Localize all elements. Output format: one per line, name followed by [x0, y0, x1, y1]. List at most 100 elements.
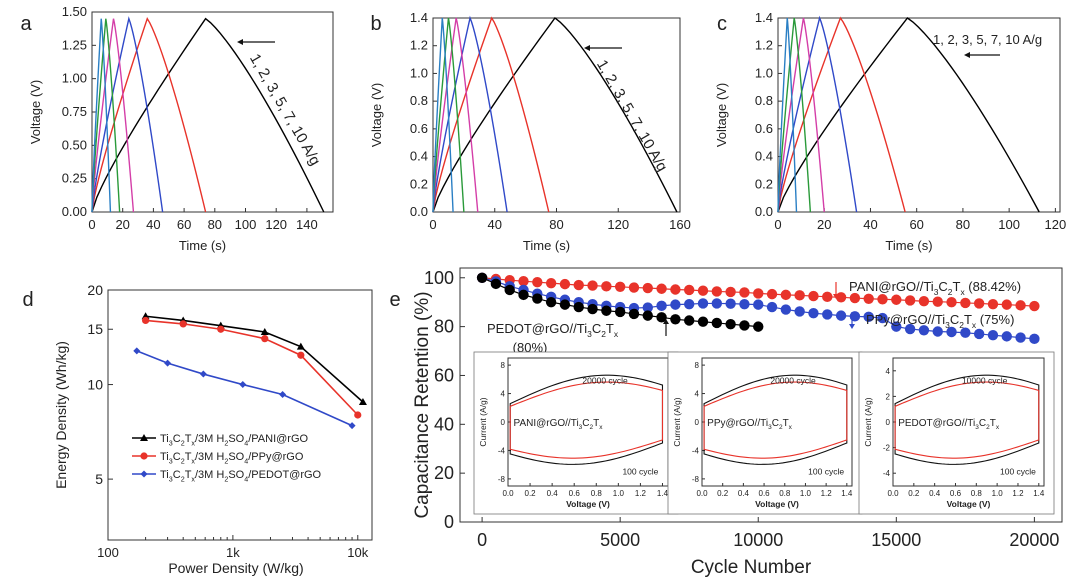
subscript: 3: [587, 329, 592, 339]
x-tick-label: 10k: [347, 545, 368, 560]
data-point: [141, 316, 150, 325]
subscript: x: [789, 424, 793, 431]
label-part: SO: [228, 451, 244, 463]
data-point: [808, 290, 819, 302]
subscript: x: [191, 439, 195, 447]
data-point: [297, 351, 305, 359]
x-tick-label: 160: [669, 217, 691, 232]
x-axis-label: Time (s): [523, 238, 570, 253]
series-line: [777, 15, 858, 213]
data-point: [780, 304, 792, 315]
data-point: [217, 325, 225, 333]
inset-x-tick-label: 1.2: [821, 489, 833, 498]
subscript: 3: [579, 424, 583, 431]
y-tick-label: 20: [434, 463, 454, 483]
label-part: SO: [228, 433, 244, 445]
data-point: [1029, 333, 1040, 345]
inset-title: PEDOT@rGO//Ti3C2Tx: [898, 418, 1000, 431]
series-label-ppy: PPy@rGO//Ti3C2Tx (75%): [866, 312, 1014, 330]
inset-y-tick-label: 0: [501, 418, 506, 427]
label-part: T: [185, 451, 192, 463]
series-line: [91, 16, 164, 213]
series-line: [91, 17, 325, 213]
subscript: 2: [590, 424, 594, 431]
data-point: [670, 284, 681, 295]
series-line: [91, 17, 207, 213]
data-point: [863, 293, 874, 304]
series-line: [432, 16, 550, 213]
label-part: Ti: [160, 469, 169, 481]
data-point: [849, 292, 861, 304]
inset-x-tick-label: 0.8: [779, 489, 791, 498]
series-line: [91, 18, 121, 213]
data-point: [697, 298, 709, 309]
x-tick-label: 20000: [1009, 530, 1059, 550]
data-point: [918, 296, 930, 307]
annotation: 1, 2, 3, 5, 7, 10 A/g: [593, 57, 671, 175]
data-point: [822, 291, 833, 303]
inset-x-tick-label: 0.4: [547, 489, 559, 498]
inset-y-label: Current (A/g): [672, 397, 682, 446]
label-part: C: [979, 418, 986, 429]
inset-x-tick-label: 1.2: [635, 489, 647, 498]
y-tick-label: 5: [95, 471, 103, 487]
series-line: [432, 17, 465, 213]
series-line: [777, 17, 798, 213]
x-tick-label: 40: [863, 217, 877, 232]
inset-x-tick-label: 0.2: [908, 489, 920, 498]
annotation: 1, 2, 3, 5, 7, 10 A/g: [246, 51, 324, 169]
inset-x-tick-label: 1.0: [992, 489, 1004, 498]
label-part: T: [964, 312, 972, 327]
data-point: [1001, 299, 1012, 310]
legend-marker: [140, 452, 148, 460]
subscript: x: [996, 424, 1000, 431]
x-tick-label: 5000: [600, 530, 640, 550]
data-point: [587, 280, 598, 291]
x-axis-label: Power Density (W/kg): [168, 560, 303, 576]
data-point: [973, 298, 985, 309]
data-point: [628, 308, 640, 320]
x-tick-label: 80: [549, 217, 563, 232]
data-point: [1001, 331, 1012, 342]
plot-frame: [777, 17, 1061, 213]
y-tick-label: 1.4: [755, 10, 773, 25]
data-point: [545, 296, 557, 308]
data-point: [904, 295, 916, 306]
inset-y-tick-label: -8: [692, 475, 700, 484]
inset-x-tick-label: 0.0: [502, 489, 514, 498]
data-point: [725, 286, 736, 298]
label-part: /3M H: [195, 469, 224, 481]
x-tick-label: 120: [265, 217, 287, 232]
subscript: x: [960, 287, 965, 297]
cv-loop-final: [509, 381, 664, 459]
data-point: [891, 321, 902, 332]
y-tick-label: 1.0: [755, 65, 773, 80]
chart-c: c 0 20 40 60 80 100 120 0.0 0.2 0.4 0.6 0.8 1.0 1.2 1.4…: [714, 10, 1066, 253]
inset-y-label: Current (A/g): [863, 397, 873, 446]
inset-x-tick-label: 0.8: [591, 489, 603, 498]
inset-y-label: Current (A/g): [478, 397, 488, 446]
plot-frame: [432, 17, 681, 213]
y-tick-label: 80: [434, 317, 454, 337]
x-tick-label: 100: [998, 217, 1020, 232]
arrow-head: [964, 52, 970, 58]
y-tick-label: 100: [424, 268, 454, 288]
label-part: T: [185, 469, 192, 481]
y-tick-label: 60: [434, 365, 454, 385]
cv-loop-initial: [703, 374, 848, 465]
series-line: [145, 319, 359, 416]
inset-cv-2: 0.0 0.2 0.4 0.6 0.8 1.0 1.2 1.4 -8 -4 0 4 8 Voltage (…: [667, 351, 863, 515]
inset-x-tick-label: 1.4: [841, 489, 853, 498]
data-point: [697, 316, 709, 327]
inset-cv-1: 0.0 0.2 0.4 0.6 0.8 1.0 1.2 1.4 -8 -4 0 4 8 Voltage (…: [473, 351, 679, 515]
label-part: PANI@rGO//Ti: [514, 418, 579, 429]
data-point: [518, 275, 529, 287]
inset-x-tick-label: 0.0: [887, 489, 899, 498]
data-point: [358, 397, 367, 405]
subscript: 4: [244, 457, 248, 465]
chart-d: d 100 1k 10k 5 10 15 20 Power Density (W/kg) Ener…: [22, 282, 373, 576]
y-tick-label: 0.8: [410, 93, 428, 108]
subscript: 3: [945, 320, 950, 330]
inset-title: PPy@rGO//Ti3C2Tx: [707, 418, 793, 431]
